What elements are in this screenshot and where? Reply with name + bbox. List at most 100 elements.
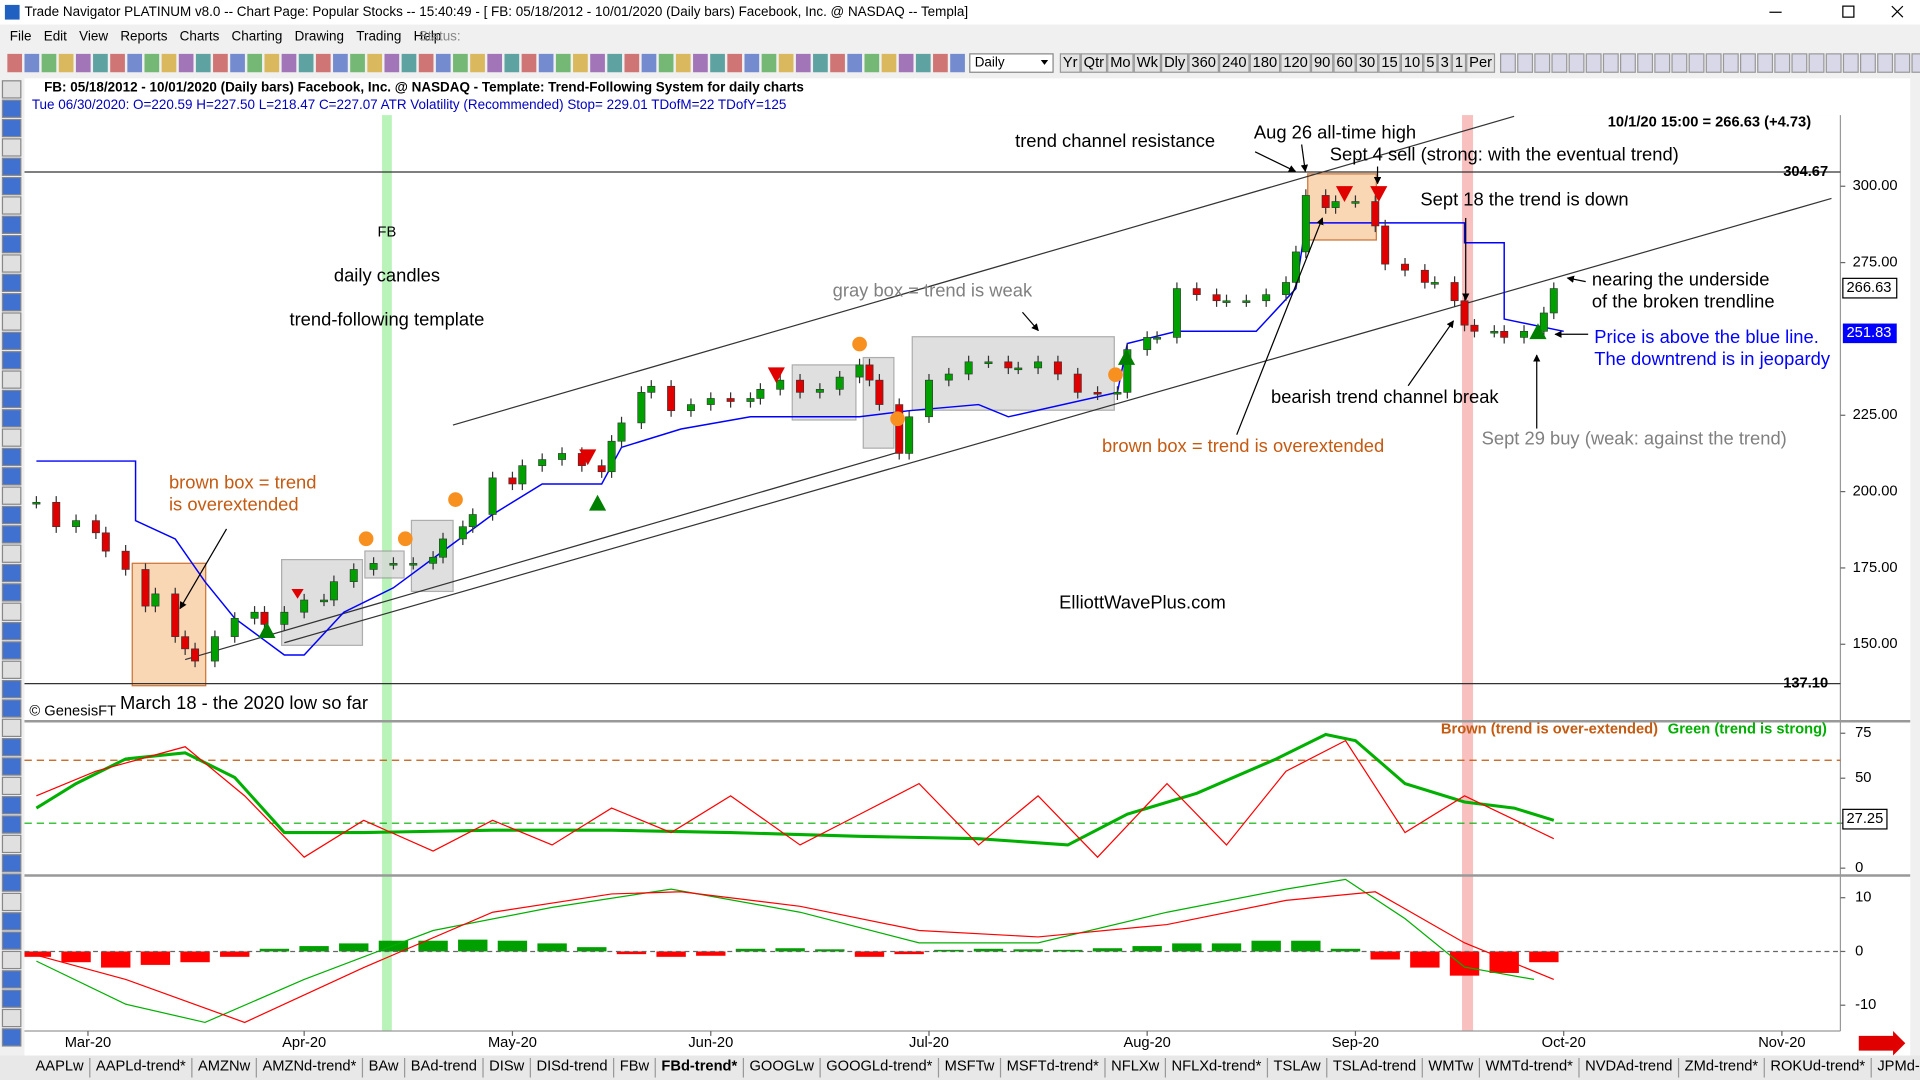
tab[interactable]: DISw xyxy=(489,1058,524,1074)
period-button[interactable] xyxy=(1466,53,1496,73)
tab[interactable]: AMZNw xyxy=(198,1058,251,1074)
period-button[interactable] xyxy=(1333,53,1356,73)
menu-item[interactable]: Trading xyxy=(356,28,401,43)
tool-button[interactable] xyxy=(7,53,23,73)
tab[interactable]: TSLAd-trend xyxy=(1333,1058,1416,1074)
tool-button[interactable] xyxy=(315,53,331,73)
tool-button[interactable] xyxy=(641,53,657,73)
tool-button[interactable] xyxy=(1757,53,1774,73)
period-button[interactable] xyxy=(1437,53,1452,73)
period-button[interactable] xyxy=(1400,53,1424,73)
tab[interactable]: ZMd-trend* xyxy=(1685,1058,1759,1074)
tool-button[interactable] xyxy=(1499,53,1516,73)
side-tool[interactable] xyxy=(1,679,22,699)
tool-button[interactable] xyxy=(195,53,211,73)
tool-button[interactable] xyxy=(607,53,623,73)
tool-button[interactable] xyxy=(624,53,640,73)
tool-button[interactable] xyxy=(675,53,691,73)
side-tool[interactable] xyxy=(1,757,22,776)
window-controls[interactable] xyxy=(1769,5,1904,18)
tab[interactable]: GOOGLd-trend* xyxy=(826,1058,932,1074)
tool-button[interactable] xyxy=(710,53,725,73)
side-tool[interactable] xyxy=(1,970,22,989)
tool-button[interactable] xyxy=(898,53,914,73)
tool-button[interactable] xyxy=(350,53,365,73)
tool-button[interactable] xyxy=(761,53,777,73)
tool-button[interactable] xyxy=(1911,53,1920,73)
tool-button[interactable] xyxy=(727,53,743,73)
tab[interactable]: AAPLw xyxy=(36,1058,85,1074)
tool-button[interactable] xyxy=(1791,53,1808,73)
tab[interactable]: MSFTw xyxy=(945,1058,995,1074)
tool-button[interactable] xyxy=(573,53,588,73)
tool-button[interactable] xyxy=(1808,53,1825,73)
side-tool[interactable] xyxy=(1,312,22,331)
tool-button[interactable] xyxy=(538,53,554,73)
side-tool[interactable] xyxy=(1,254,22,273)
period-button[interactable] xyxy=(1133,53,1162,73)
side-tool[interactable] xyxy=(1,854,22,873)
tool-button[interactable] xyxy=(1877,53,1894,73)
tool-button[interactable] xyxy=(161,53,177,73)
side-tool[interactable] xyxy=(1,989,22,1008)
menu-item[interactable]: Edit xyxy=(44,28,67,43)
tab[interactable]: AMZNd-trend* xyxy=(262,1058,356,1074)
scroll-arrow[interactable] xyxy=(1858,1031,1906,1056)
tool-button[interactable] xyxy=(1825,53,1842,73)
period-button[interactable] xyxy=(1188,53,1219,73)
menu-item[interactable]: Charts xyxy=(180,28,220,43)
tool-button[interactable] xyxy=(281,53,297,73)
side-tool[interactable] xyxy=(1,370,22,389)
side-tool[interactable] xyxy=(1,583,22,602)
side-tool[interactable] xyxy=(1,544,22,563)
tab[interactable]: GOOGLw xyxy=(750,1058,815,1074)
side-tool[interactable] xyxy=(1,660,22,679)
close[interactable] xyxy=(1891,5,1904,18)
side-tool[interactable] xyxy=(1,950,22,970)
tool-button[interactable] xyxy=(744,53,760,73)
side-tool[interactable] xyxy=(1,1028,22,1047)
tool-button[interactable] xyxy=(555,53,571,73)
side-tool[interactable] xyxy=(1,563,22,583)
side-tool[interactable] xyxy=(1,834,22,854)
maximize[interactable] xyxy=(1842,5,1855,18)
tool-button[interactable] xyxy=(1568,53,1585,73)
side-tool[interactable] xyxy=(1,331,22,351)
side-tool[interactable] xyxy=(1,912,22,931)
tool-button[interactable] xyxy=(504,53,520,73)
tool-button[interactable] xyxy=(93,53,108,73)
tool-button[interactable] xyxy=(1688,53,1705,73)
tab[interactable]: JPMd-trend* xyxy=(1877,1058,1920,1074)
period-button[interactable] xyxy=(1310,53,1334,73)
tool-button[interactable] xyxy=(1859,53,1876,73)
side-tool[interactable] xyxy=(1,641,22,660)
tool-button[interactable] xyxy=(658,53,674,73)
tool-button[interactable] xyxy=(1619,53,1636,73)
tool-button[interactable] xyxy=(693,53,708,73)
tool-button[interactable] xyxy=(230,53,245,73)
tool-button[interactable] xyxy=(813,53,828,73)
tool-button[interactable] xyxy=(144,53,160,73)
tab[interactable]: TSLAw xyxy=(1274,1058,1321,1074)
side-tool[interactable] xyxy=(1,234,22,254)
tool-button[interactable] xyxy=(830,53,845,73)
tool-button[interactable] xyxy=(590,53,605,73)
tool-button[interactable] xyxy=(435,53,451,73)
period-button[interactable] xyxy=(1161,53,1189,73)
side-tool[interactable] xyxy=(1,428,22,447)
tab[interactable]: FBd-trend* xyxy=(661,1058,737,1074)
side-tool[interactable] xyxy=(1,602,22,621)
tool-button[interactable] xyxy=(1637,53,1654,73)
tab[interactable]: BAd-trend xyxy=(411,1058,477,1074)
tool-button[interactable] xyxy=(1602,53,1619,73)
side-tool[interactable] xyxy=(1,99,22,118)
side-tool[interactable] xyxy=(1,273,22,293)
tab[interactable]: ROKUd-trend* xyxy=(1770,1058,1865,1074)
tool-button[interactable] xyxy=(418,53,434,73)
tool-button[interactable] xyxy=(333,53,348,73)
tool-button[interactable] xyxy=(247,53,263,73)
menu-item[interactable]: Reports xyxy=(120,28,167,43)
side-tool[interactable] xyxy=(1,486,22,505)
tab[interactable]: BAw xyxy=(369,1058,399,1074)
tool-button[interactable] xyxy=(75,53,91,73)
